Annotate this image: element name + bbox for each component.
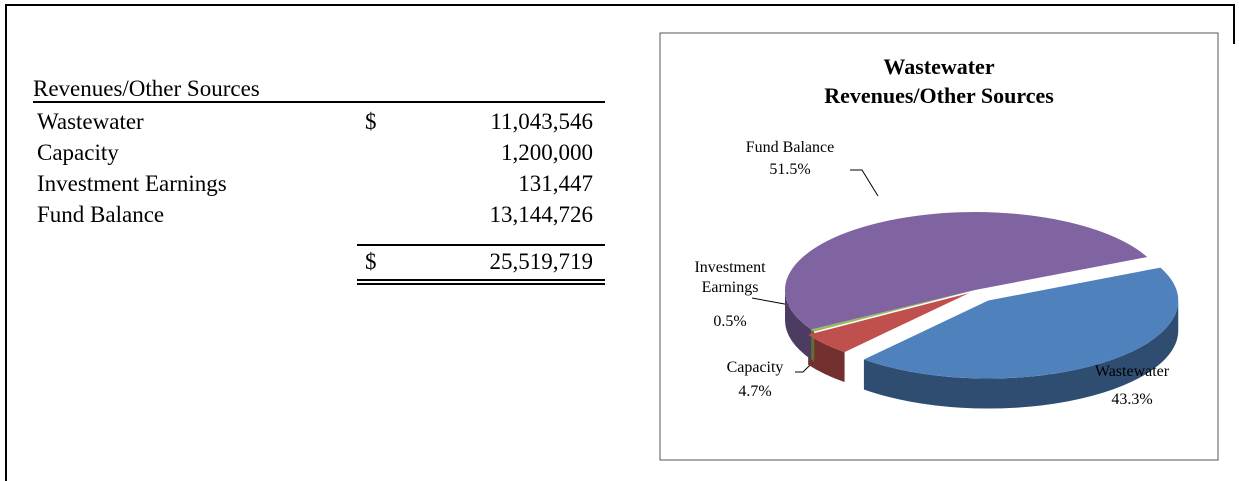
category-label: Capacity: [726, 359, 784, 376]
row-amount: 11,043,546: [490, 109, 593, 134]
category-label: Investment Earnings: [694, 259, 766, 296]
page-border-left: [5, 4, 7, 481]
slice: [785, 212, 1148, 330]
row-amount: 13,144,726: [489, 202, 594, 227]
slice-side: [808, 334, 845, 383]
row-label: Fund Balance: [37, 202, 165, 227]
category-label: Fund Balance: [745, 139, 835, 156]
slice: [811, 290, 975, 332]
total-currency: $: [365, 249, 377, 274]
total-amount: 25,519,719: [489, 249, 594, 274]
table-title: Revenues/Other Sources: [33, 76, 260, 101]
row-amount: 131,447: [518, 171, 593, 196]
slice-side: [863, 300, 1179, 409]
category-label: Wastewater: [1094, 363, 1170, 380]
value-label: 0.5%: [713, 313, 747, 330]
chart-title-line: Wastewater: [883, 54, 995, 79]
row-label: Investment Earnings: [37, 171, 227, 196]
header-rule: [33, 101, 605, 103]
pie: [785, 212, 1179, 409]
row-amount: 1,200,000: [501, 140, 593, 165]
total-rule: [357, 244, 605, 246]
slice: [863, 267, 1179, 379]
row-label: Wastewater: [37, 109, 144, 134]
slice: [808, 293, 969, 353]
total-double-rule: [357, 279, 605, 281]
slice-side: [785, 290, 812, 360]
chart-title-line: Revenues/Other Sources: [824, 83, 1054, 108]
value-label: 4.7%: [738, 383, 772, 400]
total-double-rule: [357, 283, 605, 285]
value-label: 43.3%: [1111, 391, 1153, 408]
page-border-top: [5, 4, 1235, 6]
value-label: 51.5%: [769, 161, 811, 178]
leader-line: [850, 169, 879, 197]
chart-title: Wastewater Revenues/Other Sources: [660, 52, 1218, 110]
page-border-right: [1233, 4, 1235, 44]
row-label: Capacity: [37, 140, 119, 165]
row-currency: $: [365, 109, 377, 134]
